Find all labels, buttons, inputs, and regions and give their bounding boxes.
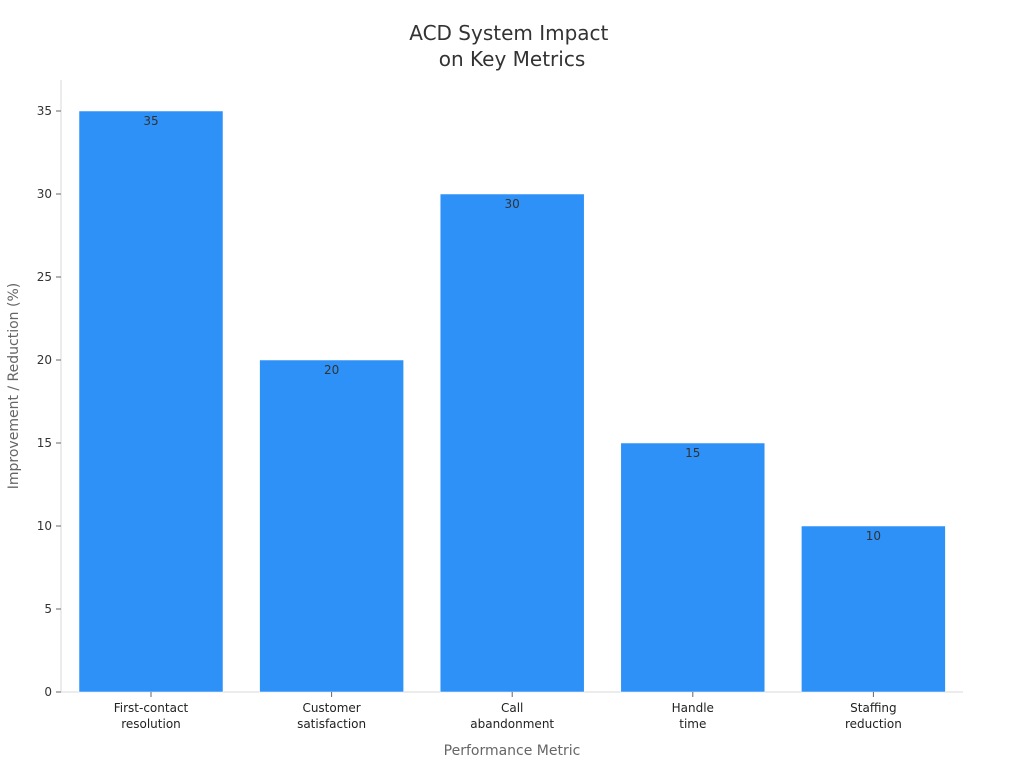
data-label: 30 <box>505 197 520 211</box>
y-axis-title: Improvement / Reduction (%) <box>6 283 22 489</box>
data-labels: 35 20 30 15 10 <box>143 114 881 543</box>
bar <box>439 193 585 693</box>
x-tick-label-line: reduction <box>845 717 902 731</box>
x-tick-label-line: time <box>679 717 706 731</box>
y-tick-label: 20 <box>37 353 52 367</box>
y-tick-label: 5 <box>44 602 52 616</box>
bar <box>620 442 766 693</box>
chart-title-line-2: on Key Metrics <box>439 47 585 71</box>
y-axis-ticks: 0 5 10 15 20 25 30 35 <box>37 104 61 699</box>
x-tick-label-line: Customer <box>302 701 360 715</box>
y-tick-label: 10 <box>37 519 52 533</box>
chart-title: ACD System Impact on Key Metrics <box>409 21 615 71</box>
data-label: 35 <box>143 114 158 128</box>
x-tick-label-line: abandonment <box>470 717 554 731</box>
data-label: 20 <box>324 363 339 377</box>
y-tick-label: 25 <box>37 270 52 284</box>
y-tick-label: 15 <box>37 436 52 450</box>
bar <box>801 525 946 693</box>
data-label: 15 <box>685 446 700 460</box>
chart-title-line-1: ACD System Impact <box>409 21 608 45</box>
x-tick-label: Call abandonment <box>470 701 554 731</box>
x-tick-label-line: First-contact <box>114 701 189 715</box>
x-tick-label: Staffing reduction <box>845 701 902 731</box>
x-axis-title: Performance Metric <box>444 743 581 759</box>
x-axis-ticks: First-contact resolution Customer satisfact… <box>114 692 902 731</box>
y-tick-label: 35 <box>37 104 52 118</box>
x-tick-label: Customer satisfaction <box>297 701 366 731</box>
bar <box>78 110 224 693</box>
x-tick-label-line: Staffing <box>850 701 897 715</box>
x-tick-label-line: Call <box>501 701 523 715</box>
x-tick-label: First-contact resolution <box>114 701 189 731</box>
bars <box>78 110 946 693</box>
x-tick-label-line: resolution <box>121 717 181 731</box>
y-tick-label: 30 <box>37 187 52 201</box>
x-tick-label: Handle time <box>672 701 714 731</box>
y-tick-label: 0 <box>44 685 52 699</box>
bar <box>259 359 404 693</box>
data-label: 10 <box>866 529 881 543</box>
x-tick-label-line: Handle <box>672 701 714 715</box>
x-tick-label-line: satisfaction <box>297 717 366 731</box>
